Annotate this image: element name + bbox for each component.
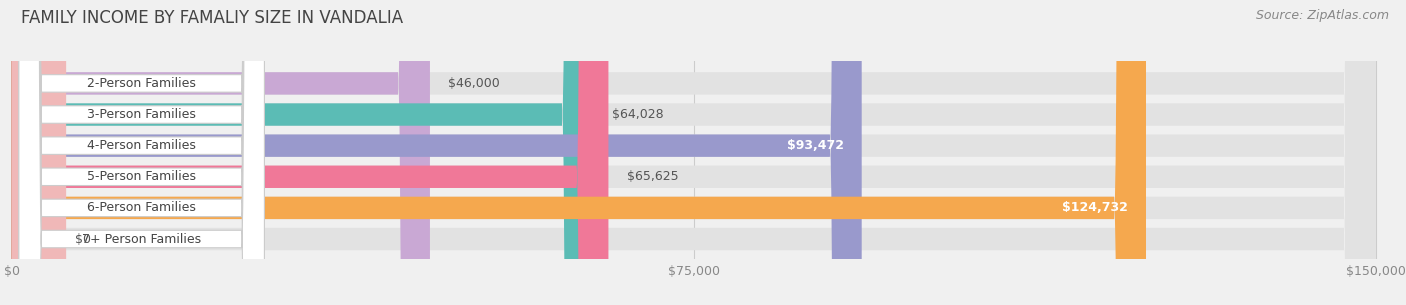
Text: 5-Person Families: 5-Person Families xyxy=(87,170,195,183)
Text: $65,625: $65,625 xyxy=(627,170,678,183)
Text: 6-Person Families: 6-Person Families xyxy=(87,201,195,214)
Text: FAMILY INCOME BY FAMALIY SIZE IN VANDALIA: FAMILY INCOME BY FAMALIY SIZE IN VANDALI… xyxy=(21,9,404,27)
Text: $124,732: $124,732 xyxy=(1062,201,1128,214)
FancyBboxPatch shape xyxy=(11,0,1376,305)
FancyBboxPatch shape xyxy=(18,0,264,305)
FancyBboxPatch shape xyxy=(11,0,1376,305)
FancyBboxPatch shape xyxy=(18,0,264,305)
Text: 4-Person Families: 4-Person Families xyxy=(87,139,195,152)
FancyBboxPatch shape xyxy=(11,0,430,305)
FancyBboxPatch shape xyxy=(11,0,1376,305)
Text: 2-Person Families: 2-Person Families xyxy=(87,77,195,90)
Text: $0: $0 xyxy=(76,232,91,246)
FancyBboxPatch shape xyxy=(11,0,1146,305)
FancyBboxPatch shape xyxy=(11,0,593,305)
Text: $46,000: $46,000 xyxy=(449,77,501,90)
Text: $93,472: $93,472 xyxy=(786,139,844,152)
Text: 7+ Person Families: 7+ Person Families xyxy=(82,232,201,246)
Text: $64,028: $64,028 xyxy=(612,108,664,121)
FancyBboxPatch shape xyxy=(11,0,609,305)
Text: 3-Person Families: 3-Person Families xyxy=(87,108,195,121)
FancyBboxPatch shape xyxy=(11,0,1376,305)
FancyBboxPatch shape xyxy=(11,0,1376,305)
FancyBboxPatch shape xyxy=(11,0,66,305)
FancyBboxPatch shape xyxy=(18,0,264,305)
FancyBboxPatch shape xyxy=(18,0,264,305)
Text: Source: ZipAtlas.com: Source: ZipAtlas.com xyxy=(1256,9,1389,22)
FancyBboxPatch shape xyxy=(11,0,1376,305)
FancyBboxPatch shape xyxy=(18,0,264,305)
FancyBboxPatch shape xyxy=(18,0,264,305)
FancyBboxPatch shape xyxy=(11,0,862,305)
